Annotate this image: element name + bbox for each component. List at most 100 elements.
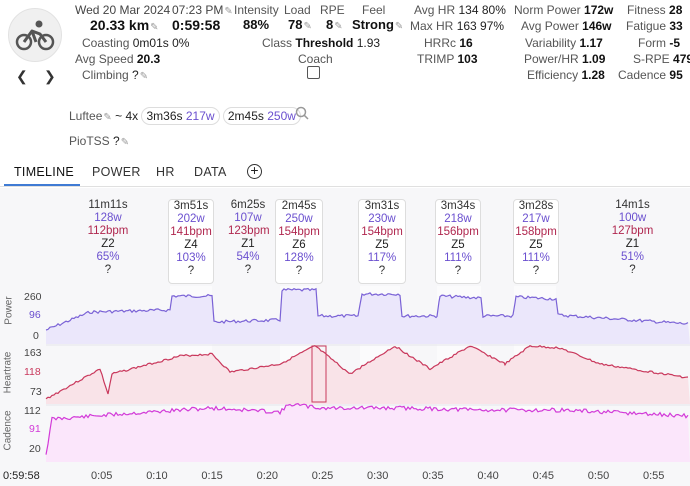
interval-dur: 11m11s xyxy=(88,199,128,211)
interval-q: ? xyxy=(187,265,195,277)
tab-hr[interactable]: HR xyxy=(156,165,175,179)
interval-q: ? xyxy=(378,265,386,277)
load-label: Load xyxy=(284,3,311,17)
interval-hr: 123bpm xyxy=(228,225,270,237)
power-series-line xyxy=(45,287,689,331)
load-value[interactable]: 78✎ xyxy=(288,17,312,32)
feel-label: Feel xyxy=(362,3,386,17)
feel-value[interactable]: Strong✎ xyxy=(352,17,404,32)
intensity-value: 88% xyxy=(243,17,270,32)
interval-q: ? xyxy=(532,265,540,277)
hr-tick-min: 73 xyxy=(30,386,42,398)
activity-type-avatar[interactable] xyxy=(8,8,62,62)
cadence-series-line xyxy=(45,403,689,455)
cadence-tick-avg: 91 xyxy=(29,423,41,435)
interval-zone: Z1 xyxy=(625,238,640,250)
tab-power[interactable]: POWER xyxy=(92,165,141,179)
tab-timeline[interactable]: TIMELINE xyxy=(14,165,75,179)
power-tick-avg: 96 xyxy=(29,309,41,321)
tab-data[interactable]: DATA xyxy=(194,165,227,179)
interval-chip[interactable]: 3m36s 217w xyxy=(141,107,220,125)
interval-pct: 111% xyxy=(444,252,472,264)
interval-card[interactable]: 14m1s 100w 127bpm Z1 51%? xyxy=(560,199,690,284)
interval-dur: 3m31s xyxy=(364,200,400,212)
edit-icon[interactable]: ✎ xyxy=(224,6,233,17)
hr-tick-max: 163 xyxy=(24,347,42,359)
x-tick: 0:25 xyxy=(311,470,334,482)
rpe-value[interactable]: 8✎ xyxy=(326,17,343,32)
edit-icon[interactable]: ✎ xyxy=(394,21,404,32)
interval-card[interactable]: 3m28s 217w 158bpm Z5 111%? xyxy=(513,199,559,284)
interval-pw: 230w xyxy=(368,213,396,225)
interval-hr: 127bpm xyxy=(611,225,654,237)
interval-hr: 156bpm xyxy=(437,226,479,238)
x-tick: 0:35 xyxy=(422,470,444,482)
activity-distance[interactable]: 20.33 km✎ xyxy=(90,17,159,33)
interval-dur: 14m1s xyxy=(615,199,650,211)
activity-duration: 0:59:58 xyxy=(172,17,221,33)
interval-card[interactable]: 3m34s 218w 156bpm Z5 111%? xyxy=(435,199,481,284)
hr-tick-avg: 118 xyxy=(24,366,41,378)
interval-hr: 158bpm xyxy=(515,226,557,238)
intensity-label: Intensity xyxy=(234,3,279,17)
next-activity-icon[interactable]: ❯ xyxy=(44,68,56,84)
interval-card[interactable]: 2m45s 250w 154bpm Z6 128%? xyxy=(275,199,323,284)
interval-pct: 117% xyxy=(367,252,397,264)
add-tab-icon[interactable]: + xyxy=(247,163,262,179)
power-tick-max: 260 xyxy=(24,291,42,303)
interval-dur: 2m45s xyxy=(281,200,317,212)
rpe-label: RPE xyxy=(320,3,345,17)
interval-card[interactable]: 3m31s 230w 154bpm Z5 117%? xyxy=(358,199,406,284)
edit-icon[interactable]: ✎ xyxy=(103,112,112,123)
previous-activity-icon[interactable]: ❮ xyxy=(16,68,28,84)
interval-q: ? xyxy=(104,264,112,276)
luftee-row: Luftee✎ ~ 4x 3m36s 217w 2m45s 250w xyxy=(69,107,301,125)
interval-q: ? xyxy=(295,265,303,277)
coach-checkbox[interactable] xyxy=(307,66,320,79)
x-tick: 0:45 xyxy=(532,470,555,482)
interval-pw: 128w xyxy=(94,212,122,224)
hover-cursor xyxy=(311,345,327,403)
interval-zone: Z4 xyxy=(184,239,198,251)
edit-icon[interactable]: ✎ xyxy=(334,21,343,32)
search-icon[interactable] xyxy=(295,106,309,123)
interval-zone: Z2 xyxy=(101,238,115,250)
tab-divider xyxy=(0,186,690,187)
edit-icon[interactable]: ✎ xyxy=(139,71,149,82)
interval-dur: 3m28s xyxy=(518,200,554,212)
interval-pct: 51% xyxy=(620,251,645,263)
avg-speed-stat: Avg Speed 20.3 xyxy=(75,52,161,66)
interval-pw: 100w xyxy=(618,212,647,224)
time-cursor-label: 0:59:58 xyxy=(3,470,40,482)
avg-power-stat: Avg Power 146w xyxy=(521,19,612,33)
interval-zone: Z6 xyxy=(292,239,306,251)
interval-chip[interactable]: 2m45s 250w xyxy=(222,107,301,125)
interval-q: ? xyxy=(244,264,252,276)
edit-icon[interactable]: ✎ xyxy=(120,137,130,148)
interval-card[interactable]: 3m51s 202w 141bpm Z4 103%? xyxy=(168,199,214,284)
interval-card[interactable]: 6m25s 107w 123bpm Z1 54%? xyxy=(228,199,270,284)
interval-card[interactable]: 11m11s 128w 112bpm Z2 65%? xyxy=(72,199,144,284)
interval-hr: 154bpm xyxy=(278,226,320,238)
activity-subtype[interactable]: Climbing ?✎ xyxy=(82,68,149,82)
interval-pw: 218w xyxy=(444,213,472,225)
max-hr-stat: Max HR 163 97% xyxy=(410,19,505,33)
edit-icon[interactable]: ✎ xyxy=(150,22,159,33)
cadence-stat: Cadence 95 xyxy=(618,68,683,82)
interval-dur: 3m34s xyxy=(440,200,476,212)
edit-icon[interactable]: ✎ xyxy=(303,21,312,32)
piotss-row[interactable]: PioTSS ?✎ xyxy=(69,134,130,148)
power-hr-stat: Power/HR 1.09 xyxy=(524,52,606,66)
x-tick: 0:10 xyxy=(146,470,168,482)
fatigue-stat: Fatigue 33 xyxy=(626,19,683,33)
norm-power-stat: Norm Power 172w xyxy=(514,3,614,17)
x-tick: 0:40 xyxy=(477,470,499,482)
variability-stat: Variability 1.17 xyxy=(525,36,603,50)
activity-time: 07:23 PM✎ xyxy=(172,3,233,17)
interval-pct: 54% xyxy=(236,251,260,263)
activity-timeline-chart[interactable] xyxy=(0,284,690,464)
interval-zone: Z5 xyxy=(375,239,389,251)
cycling-icon xyxy=(15,20,55,51)
active-tab-indicator xyxy=(4,184,80,186)
interval-zone: Z5 xyxy=(529,239,543,251)
